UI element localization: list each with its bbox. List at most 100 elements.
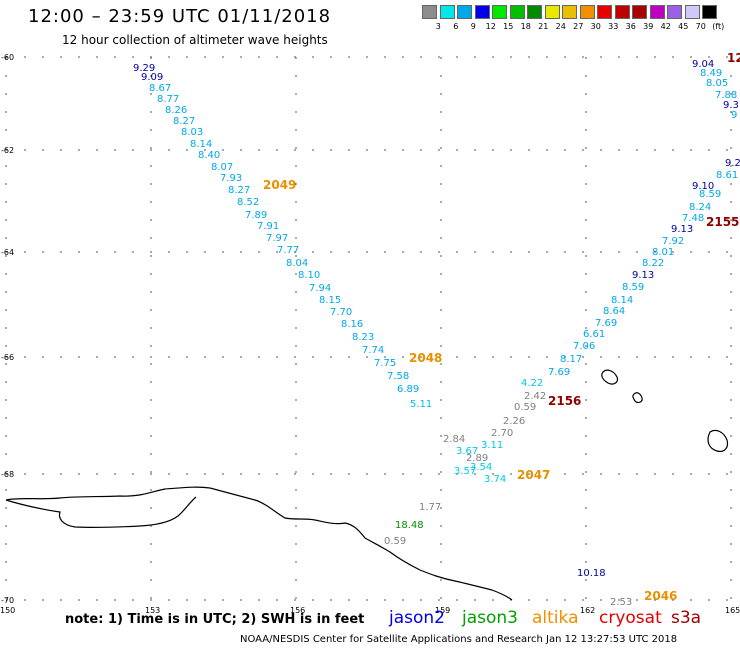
antarctic-coastline xyxy=(5,486,513,601)
colorbar-swatch xyxy=(562,5,577,19)
colorbar-swatch xyxy=(492,5,507,19)
swh-point-label: 10.18 xyxy=(577,568,606,579)
swh-point-label: 8.03 xyxy=(181,127,203,138)
swh-point-label: 2.42 xyxy=(524,391,546,402)
swh-point-label: 7.58 xyxy=(387,371,409,382)
swh-point-label: 8.23 xyxy=(352,332,374,343)
swh-point-label: 4.22 xyxy=(521,378,543,389)
swh-point-label: 2.70 xyxy=(491,428,513,439)
island-1 xyxy=(601,369,619,385)
swh-point-label: 9.10 xyxy=(692,181,714,192)
lon-tick-label: 162 xyxy=(580,606,595,615)
lon-tick-label: 156 xyxy=(290,606,305,615)
page-title: 12:00 – 23:59 UTC 01/11/2018 xyxy=(28,6,332,27)
lat-tick-label: -64 xyxy=(1,248,14,257)
swh-point-label: 7.74 xyxy=(362,345,384,356)
orbit-number-label: 12 xyxy=(727,51,740,65)
swh-point-label: 18.48 xyxy=(395,520,424,531)
swh-point-label: 2.53 xyxy=(610,597,632,608)
swh-point-label: 7.69 xyxy=(595,318,617,329)
swh-point-label: 8.22 xyxy=(642,258,664,269)
orbit-number-label: 2047 xyxy=(517,468,550,482)
swh-point-label: 7.77 xyxy=(277,245,299,256)
swh-point-label: 9.09 xyxy=(141,72,163,83)
colorbar-swatch xyxy=(649,5,665,19)
swh-point-label: 8.01 xyxy=(652,247,674,258)
lon-tick-label: 153 xyxy=(145,606,160,615)
swh-point-label: 9.04 xyxy=(692,59,714,70)
colorbar-label: 30 xyxy=(590,22,601,31)
swh-point-label: 9 xyxy=(731,110,737,121)
colorbar-swatch xyxy=(597,5,612,19)
orbit-number-label: 2048 xyxy=(409,351,442,365)
swh-point-label: 8.26 xyxy=(165,105,187,116)
colorbar-swatch xyxy=(457,5,472,19)
lon-tick-label: 165 xyxy=(725,606,740,615)
swh-point-label: 7.75 xyxy=(374,358,396,369)
swh-point-label: 8.15 xyxy=(319,295,341,306)
swh-point-label: 8.14 xyxy=(611,295,633,306)
lat-tick-label: -60 xyxy=(1,53,14,62)
colorbar-label: 36 xyxy=(625,22,636,31)
swh-point-label: 8.40 xyxy=(198,150,220,161)
swh-point-label: 8.77 xyxy=(157,94,179,105)
swh-point-label: 8.10 xyxy=(298,270,320,281)
page-subtitle: 12 hour collection of altimeter wave hei… xyxy=(62,33,328,47)
swh-point-label: 8.27 xyxy=(228,185,250,196)
colorbar-label: 39 xyxy=(643,22,654,31)
footer-note: note: 1) Time is in UTC; 2) SWH is in fe… xyxy=(65,612,365,627)
swh-point-label: 8.24 xyxy=(689,202,711,213)
swh-point-label: 8.59 xyxy=(699,189,721,200)
swh-point-label: 7.97 xyxy=(266,233,288,244)
swh-point-label: 8.14 xyxy=(190,139,212,150)
colorbar-swatch xyxy=(614,5,630,19)
swh-point-label: 8.67 xyxy=(149,83,171,94)
island-2 xyxy=(632,392,643,404)
colorbar-swatch xyxy=(544,5,560,19)
legend-item-altika: altika xyxy=(532,608,579,628)
lat-tick-label: -70 xyxy=(1,596,14,605)
colorbar-label: 33 xyxy=(608,22,619,31)
lat-tick-label: -62 xyxy=(1,146,14,155)
swh-point-label: 8.52 xyxy=(237,197,259,208)
swh-point-label: 9.2 xyxy=(725,158,740,169)
colorbar-label: 27 xyxy=(573,22,584,31)
swh-point-label: 2.84 xyxy=(443,434,465,445)
colorbar-label: 18 xyxy=(520,22,531,31)
swh-point-label: 5.11 xyxy=(410,399,432,410)
orbit-labels: 2049 2048 2047 2046 2156 2155 12 xyxy=(263,51,740,603)
colorbar-label: 3 xyxy=(435,22,441,31)
colorbar-swatch xyxy=(439,5,455,19)
swh-point-label: 8.49 xyxy=(700,68,722,79)
lon-tick-label: 150 xyxy=(0,606,15,615)
colorbar-swatch xyxy=(684,5,700,19)
swh-point-label: 9.3 xyxy=(723,100,739,111)
swh-point-label: 2.26 xyxy=(503,416,525,427)
orbit-number-label: 2156 xyxy=(548,394,581,408)
wave-height-labels: 9.299.098.678.778.268.278.038.148.408.07… xyxy=(133,59,740,608)
colorbar-label: 15 xyxy=(503,22,514,31)
orbit-number-label: 2046 xyxy=(644,589,677,603)
swh-point-label: 9.13 xyxy=(671,224,693,235)
orbit-number-label: 2155 xyxy=(706,215,739,229)
colorbar-label: 21 xyxy=(538,22,549,31)
lat-tick-label: -68 xyxy=(1,470,14,479)
colorbar-swatch xyxy=(702,5,717,19)
swh-point-label: 1.77 xyxy=(419,502,441,513)
colorbar-label: 70 xyxy=(695,22,706,31)
swh-point-label: 3.74 xyxy=(484,474,506,485)
swh-point-label: 8.16 xyxy=(341,319,363,330)
footer-credit: NOAA/NESDIS Center for Satellite Applica… xyxy=(240,634,678,645)
swh-point-label: 3.57 xyxy=(454,466,476,477)
swh-point-label: 9.13 xyxy=(632,270,654,281)
swh-point-label: 7.06 xyxy=(573,341,595,352)
colorbar-label: 9 xyxy=(470,22,476,31)
colorbar-swatch xyxy=(579,5,595,19)
swh-point-label: 3.54 xyxy=(470,462,492,473)
swh-point-label: 8.17 xyxy=(560,354,582,365)
colorbar-label: 6 xyxy=(453,22,459,31)
swh-point-label: 7.70 xyxy=(330,307,352,318)
swh-point-label: 6.61 xyxy=(583,329,605,340)
